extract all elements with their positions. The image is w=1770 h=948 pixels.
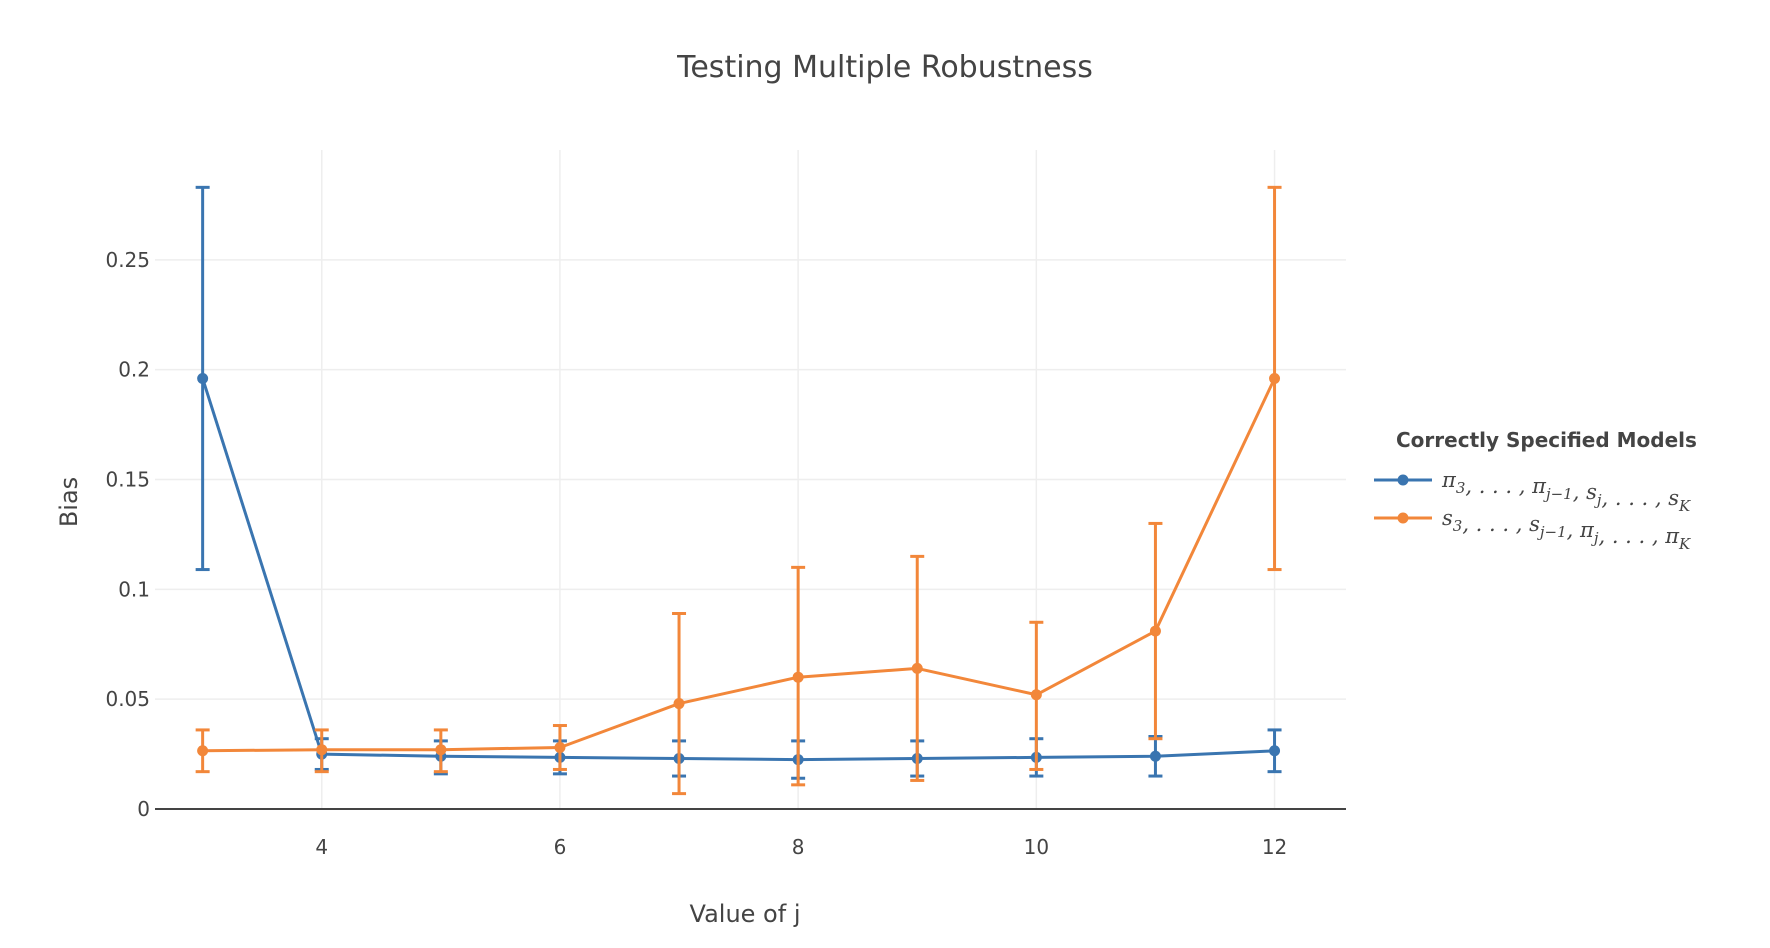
data-point	[792, 671, 804, 683]
data-point	[435, 744, 447, 756]
y-tick-label: 0.05	[105, 687, 150, 711]
data-point	[911, 662, 923, 674]
x-tick-label: 8	[792, 835, 805, 859]
x-tick-label: 12	[1262, 835, 1287, 859]
data-point	[197, 372, 209, 384]
plot-area	[195, 185, 1282, 796]
data-point	[316, 744, 328, 756]
data-point	[1269, 372, 1281, 384]
y-tick-label: 0.25	[105, 248, 150, 272]
data-point	[554, 741, 566, 753]
data-point	[197, 745, 209, 757]
series-2	[195, 185, 1282, 796]
legend-entry-2: s3, . . . , sj−1, πj, . . . , πK	[1374, 506, 1691, 553]
chart-title: Testing Multiple Robustness	[676, 50, 1093, 85]
y-tick-label: 0.1	[118, 577, 150, 601]
legend-swatch-marker	[1397, 474, 1409, 486]
legend: Correctly Specified Models π3, . . . , π…	[1374, 428, 1697, 553]
data-point	[1269, 745, 1281, 757]
x-tick-label: 6	[554, 835, 567, 859]
data-point	[1030, 689, 1042, 701]
y-tick-label: 0.2	[118, 358, 150, 382]
legend-entry-1: π3, . . . , πj−1, sj, . . . , sK	[1374, 468, 1691, 515]
legend-label: s3, . . . , sj−1, πj, . . . , πK	[1442, 506, 1691, 553]
axes: 4 6 8 10 12 0 0.05 0.1 0.15 0.2 0.25	[105, 248, 1346, 859]
data-point	[1149, 750, 1161, 762]
y-tick-label: 0	[137, 797, 150, 821]
x-tick-label: 4	[315, 835, 328, 859]
y-tick-label: 0.15	[105, 468, 150, 492]
x-axis-title: Value of j	[690, 900, 801, 928]
legend-swatch-marker	[1397, 512, 1409, 524]
data-point	[1149, 625, 1161, 637]
grid	[155, 150, 1346, 809]
y-axis-title: Bias	[55, 477, 83, 527]
legend-title: Correctly Specified Models	[1396, 428, 1697, 452]
series-line	[202, 377, 1276, 753]
data-point	[673, 698, 685, 710]
legend-label: π3, . . . , πj−1, sj, . . . , sK	[1441, 468, 1691, 515]
x-tick-label: 10	[1024, 835, 1049, 859]
series-line	[201, 377, 1275, 762]
